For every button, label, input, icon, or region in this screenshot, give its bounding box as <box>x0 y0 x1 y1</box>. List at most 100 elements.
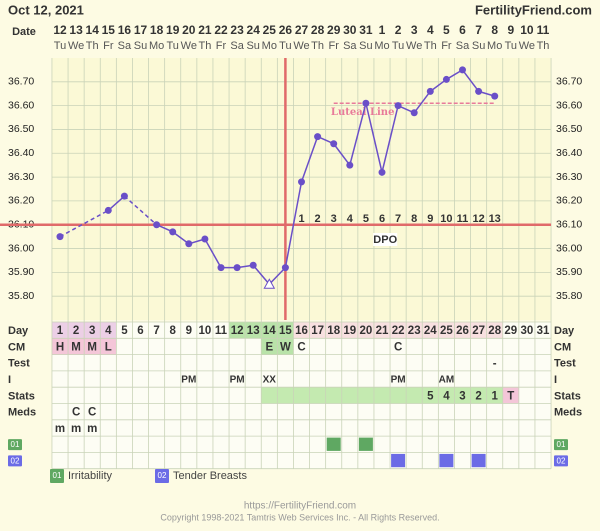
row-label-right: Meds <box>554 407 582 419</box>
weekday-label: Sa <box>343 40 357 52</box>
cell-bg <box>470 322 487 339</box>
y-tick-label-right: 36.00 <box>556 242 582 254</box>
date-label: 24 <box>247 23 261 37</box>
cell-bg <box>470 387 487 404</box>
row-cell: PM <box>391 375 406 386</box>
temp-segment <box>349 103 367 166</box>
row-label-right: CM <box>554 341 571 353</box>
weekday-label: Mo <box>374 40 389 52</box>
weekday-label: Mo <box>487 40 502 52</box>
y-tick-label-right: 36.40 <box>556 147 582 159</box>
dpo-number: 4 <box>347 213 354 225</box>
row-cell: 28 <box>488 325 501 337</box>
row-cell: E <box>265 341 273 353</box>
cell-bg <box>51 322 69 339</box>
cell-bg <box>309 387 326 404</box>
temp-point <box>362 99 370 107</box>
temp-segment <box>300 136 319 183</box>
row-cell: 14 <box>263 325 276 337</box>
row-cell: m <box>87 423 97 435</box>
row-cell: 13 <box>247 325 260 337</box>
date-label: 30 <box>343 23 357 37</box>
row-cell: PM <box>230 375 245 386</box>
dpo-number: 10 <box>440 213 452 225</box>
row-label-right: I <box>554 374 557 386</box>
y-tick-label-right: 36.20 <box>556 195 582 207</box>
copyright: Copyright 1998-2021 Tamtris Web Services… <box>160 512 439 522</box>
symptom-badge-right <box>554 455 568 467</box>
date-label: 15 <box>102 23 116 37</box>
site-name: FertilityFriend.com <box>475 2 592 17</box>
temp-point <box>298 178 305 186</box>
weekday-label: We <box>519 40 535 52</box>
plot-bg <box>51 58 552 320</box>
cell-bg <box>341 387 358 404</box>
y-tick-label: 36.30 <box>8 171 34 183</box>
cell-bg <box>277 387 294 404</box>
temp-segment <box>365 103 383 173</box>
y-tick-label: 35.90 <box>8 266 34 278</box>
cell-bg <box>325 322 342 339</box>
weekday-label: Su <box>246 40 259 52</box>
date-label: 11 <box>537 23 550 37</box>
weekday-label: We <box>406 40 422 52</box>
date-label: 23 <box>230 23 244 37</box>
dpo-number: 8 <box>411 213 417 225</box>
row-cell: 18 <box>327 325 340 337</box>
x-axis-label: Date <box>12 26 36 38</box>
row-cell: 2 <box>73 325 79 337</box>
symptom-mark <box>391 453 406 468</box>
weekday-label: Th <box>198 40 211 52</box>
date-label: 21 <box>198 23 212 37</box>
dpo-number: 12 <box>472 213 484 225</box>
row-cell: - <box>493 358 497 370</box>
weekday-label: Fr <box>103 40 114 52</box>
luteal-label: Luteal Line <box>331 107 395 118</box>
symptom-mark <box>358 437 373 451</box>
cell-bg <box>100 338 117 355</box>
legend-code: 02 <box>158 471 167 480</box>
weekday-label: We <box>68 40 84 52</box>
date-label: 2 <box>395 23 402 37</box>
date-label: 26 <box>279 23 293 37</box>
row-cell: 20 <box>360 325 373 337</box>
weekday-label: We <box>293 40 309 52</box>
row-cell: XX <box>263 375 277 386</box>
date-label: 7 <box>475 23 482 37</box>
row-cell: W <box>280 341 291 353</box>
temp-point <box>314 133 322 141</box>
cell-bg <box>261 322 278 339</box>
footer-url[interactable]: https://FertilityFriend.com <box>244 501 356 512</box>
dpo-number: 9 <box>427 213 433 225</box>
date-label: 10 <box>520 23 534 37</box>
row-cell: M <box>71 341 81 353</box>
date-label: 9 <box>507 23 514 37</box>
temp-point <box>217 264 225 272</box>
row-label: Stats <box>8 390 35 402</box>
temp-point <box>410 109 418 117</box>
weekday-label: Tu <box>392 40 404 52</box>
row-cell: 16 <box>295 325 308 337</box>
weekday-label: Th <box>537 40 550 52</box>
temp-point <box>201 235 209 243</box>
row-cell: 27 <box>472 325 485 337</box>
row-cell: C <box>88 407 96 419</box>
y-tick-label: 35.80 <box>8 290 34 302</box>
cell-bg <box>486 322 503 339</box>
temp-point <box>491 92 499 100</box>
cell-bg <box>438 322 455 339</box>
y-tick-label: 36.00 <box>8 242 34 254</box>
row-cell: 4 <box>105 325 112 337</box>
row-cell: 1 <box>491 390 498 402</box>
temp-point <box>346 161 354 169</box>
row-cell: M <box>87 341 97 353</box>
dpo-number: 11 <box>457 213 469 225</box>
temp-segment <box>284 181 303 268</box>
temp-point <box>330 140 338 148</box>
date-label: 17 <box>134 23 148 37</box>
cell-bg <box>84 338 101 355</box>
dpo-number: 1 <box>298 213 304 225</box>
cell-bg <box>373 387 391 404</box>
y-tick-label-right: 36.30 <box>556 171 582 183</box>
symptom-badge-right <box>554 439 568 451</box>
